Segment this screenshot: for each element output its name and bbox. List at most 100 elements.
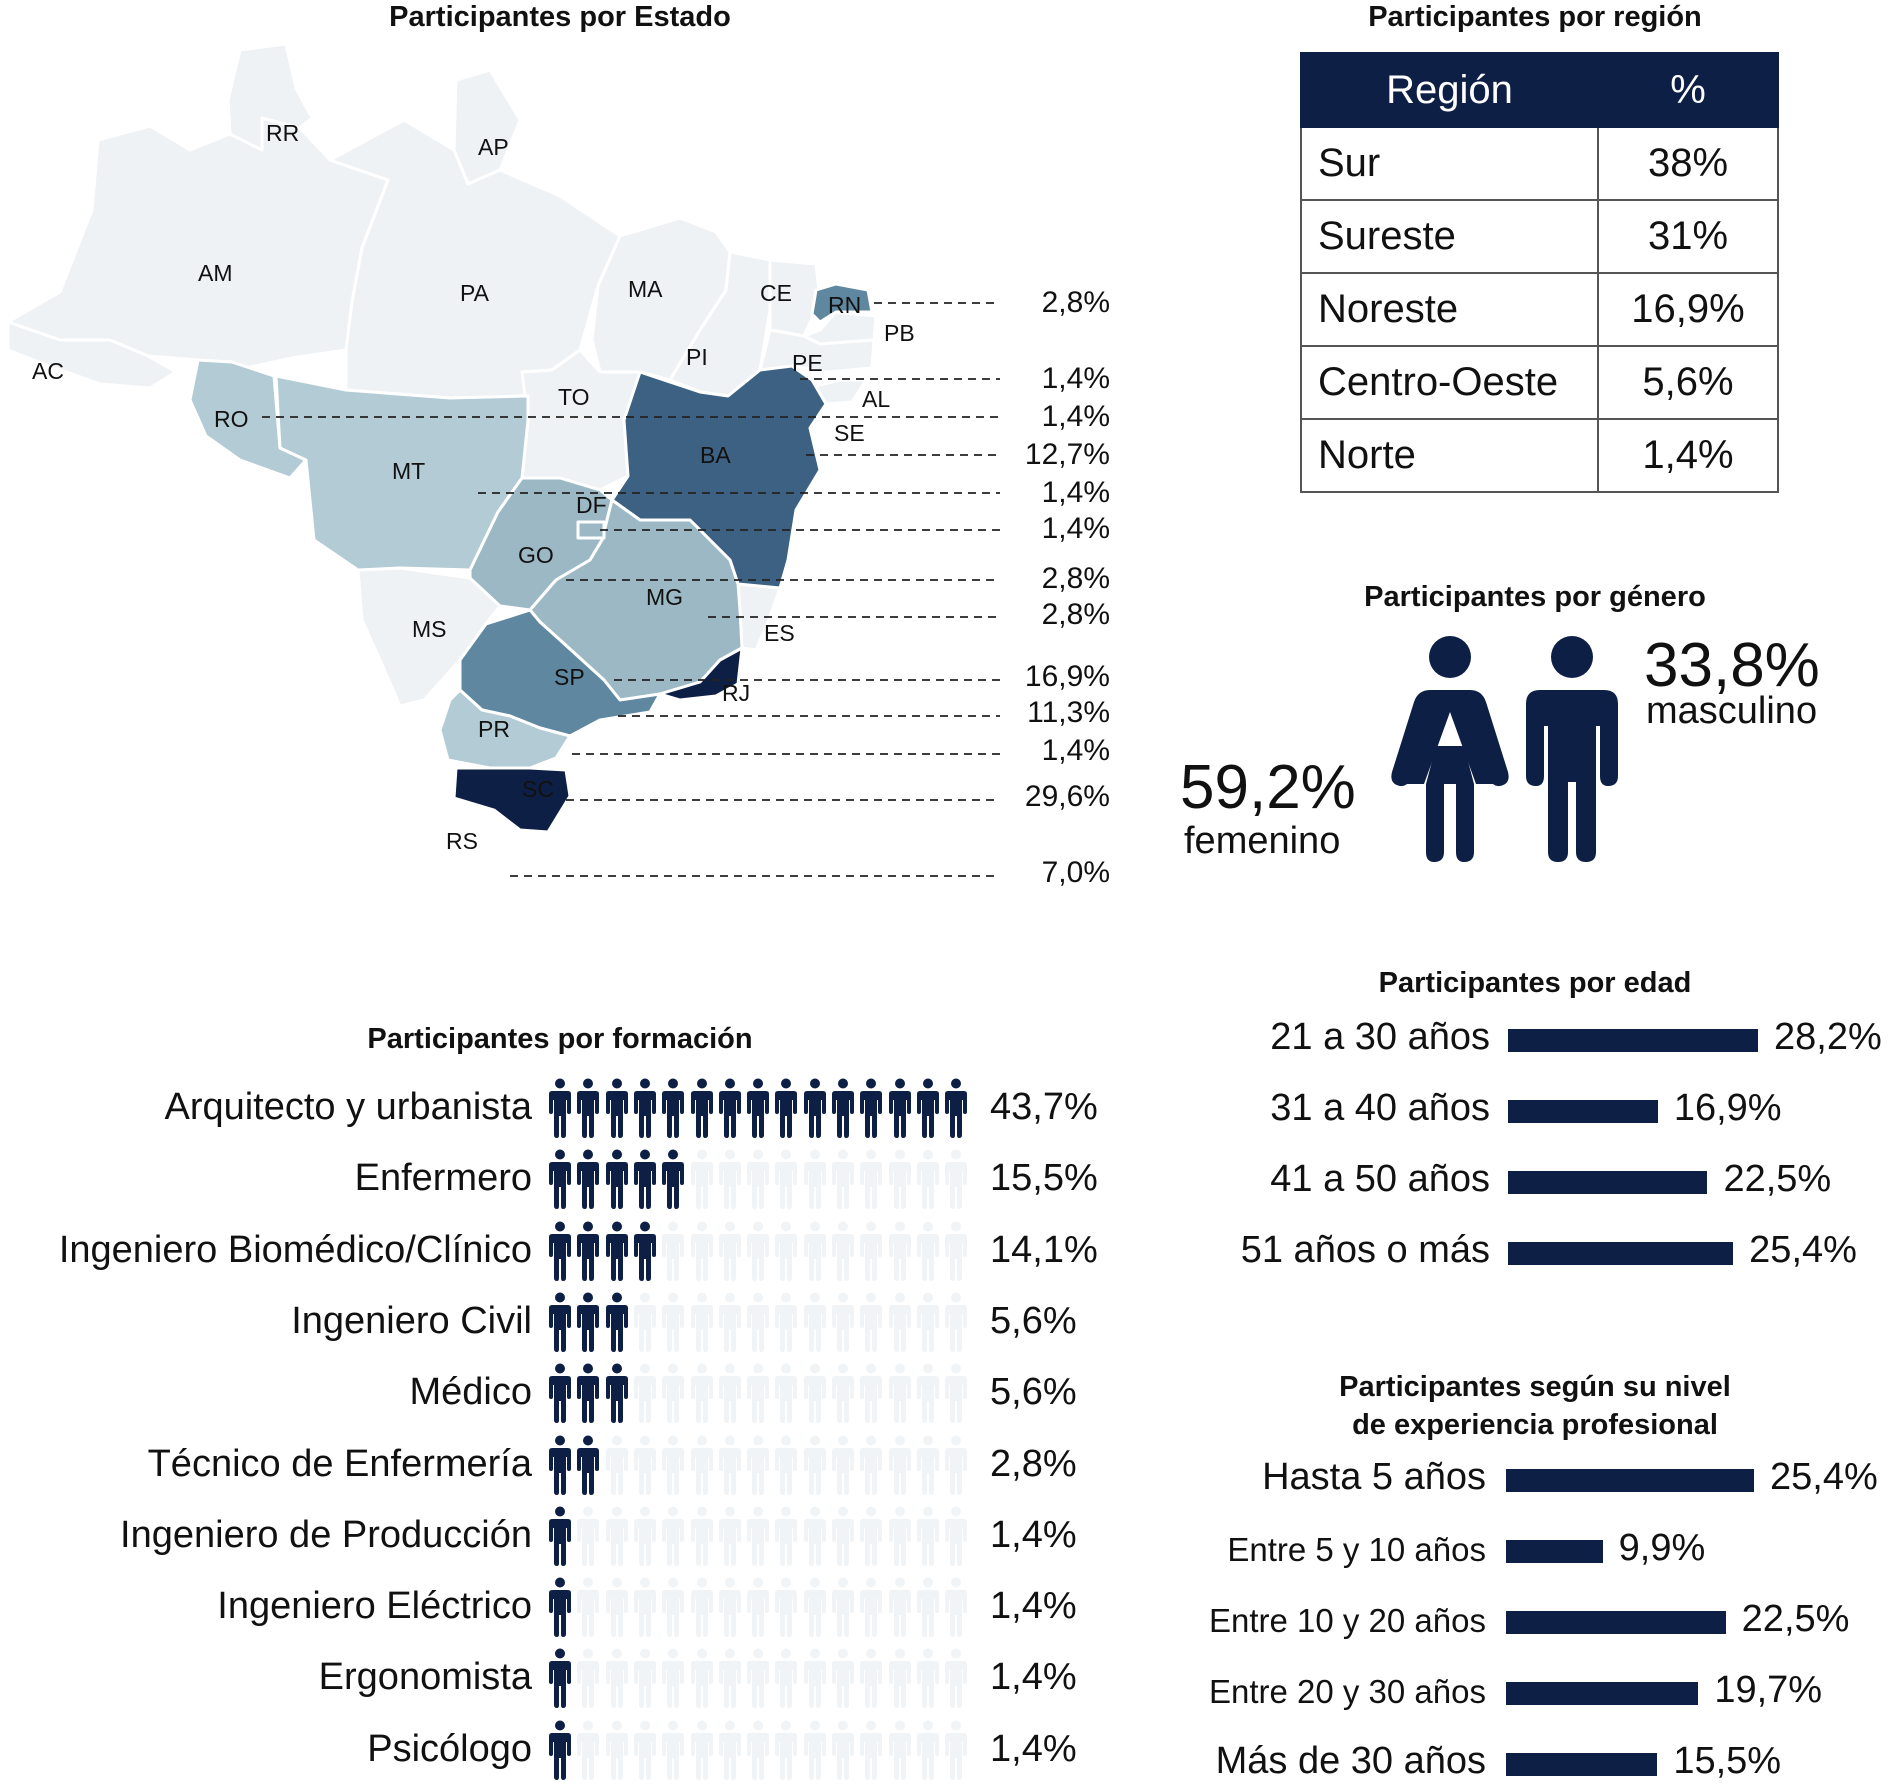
person-icon-filled (549, 1292, 571, 1357)
person-icon-empty (860, 1221, 883, 1286)
formation-label: Técnico de Enfermería (147, 1442, 532, 1485)
person-icon-empty (775, 1648, 798, 1713)
person-icon-filled (577, 1078, 600, 1143)
region-table: Región % Sur 38% Sureste 31% Noreste 16,… (1300, 52, 1779, 493)
person-icon-empty (832, 1506, 854, 1571)
state-label-MS: MS (412, 616, 447, 642)
person-icon-empty (916, 1648, 939, 1713)
callout-value: 11,3% (1027, 696, 1110, 729)
region-title: Participantes por región (1368, 1, 1702, 33)
person-icon-empty (775, 1221, 798, 1286)
person-icon-empty (860, 1292, 883, 1357)
person-icon-empty (945, 1149, 968, 1214)
person-icon-empty (888, 1221, 911, 1286)
person-icon-filled (916, 1078, 939, 1143)
person-icon-empty (690, 1720, 713, 1785)
formation-value: 1,4% (990, 1656, 1077, 1699)
formation-value: 43,7% (990, 1086, 1098, 1128)
bar-value-label: 22,5% (1723, 1158, 1832, 1200)
state-label-MG: MG (646, 584, 684, 610)
person-icon-empty (916, 1506, 939, 1571)
bar-category-label: Más de 30 años (1215, 1740, 1486, 1783)
bar-value-label: 22,5% (1741, 1598, 1850, 1640)
formation-value: 1,4% (990, 1585, 1077, 1628)
table-row: Sureste 31% (1300, 199, 1779, 274)
table-row: Noreste 16,9% (1300, 272, 1779, 347)
person-icon-empty (690, 1221, 713, 1286)
person-icon-empty (775, 1506, 798, 1571)
person-icon-filled (577, 1149, 600, 1214)
person-icon-empty (747, 1292, 770, 1357)
person-icon-empty (860, 1363, 883, 1428)
person-icon-empty (747, 1720, 770, 1785)
bar (1508, 1242, 1734, 1265)
state-label-PE: PE (792, 350, 823, 376)
formation-title: Participantes por formación (367, 1023, 753, 1055)
region-name: Sureste (1300, 199, 1599, 274)
callout-value: 1,4% (1041, 400, 1110, 433)
person-icon-filled (690, 1078, 713, 1143)
person-icon-filled (549, 1363, 571, 1428)
person-icon-empty (916, 1720, 939, 1785)
gender-title: Participantes por género (1364, 581, 1706, 613)
person-icon-empty (633, 1363, 656, 1428)
person-icon-empty (605, 1648, 628, 1713)
person-icon-empty (775, 1577, 798, 1642)
bar-category-label: Entre 20 y 30 años (1208, 1672, 1486, 1710)
person-icon-empty (832, 1363, 854, 1428)
person-icon-empty (945, 1363, 968, 1428)
person-icon-empty (803, 1577, 826, 1642)
person-icon-empty (662, 1292, 685, 1357)
person-icon-empty (803, 1221, 826, 1286)
person-icon-empty (662, 1435, 685, 1500)
experience-title-line: Participantes según su nivel (1339, 1371, 1731, 1403)
formation-label: Ingeniero Civil (291, 1299, 532, 1342)
state-RR (226, 42, 314, 152)
person-icon-filled (803, 1078, 826, 1143)
person-icon-filled (549, 1078, 571, 1143)
bar-value-label: 25,4% (1749, 1229, 1857, 1271)
person-icon-empty (690, 1648, 713, 1713)
person-icon-empty (832, 1648, 854, 1713)
region-table-header: Región % (1300, 52, 1779, 128)
person-icon-filled (549, 1221, 571, 1286)
person-icon-empty (945, 1577, 968, 1642)
person-icon-empty (803, 1363, 826, 1428)
formation-label: Enfermero (354, 1157, 532, 1200)
person-icon-empty (605, 1720, 628, 1785)
person-icon-empty (662, 1363, 685, 1428)
person-icon-empty (690, 1577, 713, 1642)
person-icon-empty (775, 1435, 798, 1500)
person-icon-empty (605, 1506, 628, 1571)
person-icon-empty (662, 1648, 685, 1713)
callout-value: 1,4% (1041, 362, 1110, 395)
bar (1506, 1611, 1726, 1634)
person-icon-filled (775, 1078, 798, 1143)
region-name: Norte (1300, 418, 1599, 493)
person-icon-empty (718, 1720, 741, 1785)
person-icon-filled (605, 1363, 628, 1428)
person-icon-empty (916, 1363, 939, 1428)
person-icon-filled (549, 1149, 571, 1214)
person-icon-filled (577, 1221, 600, 1286)
person-icon-empty (945, 1292, 968, 1357)
person-icon-empty (662, 1506, 685, 1571)
bar-value-label: 15,5% (1673, 1740, 1782, 1782)
state-label-PB: PB (884, 320, 915, 346)
person-icon-empty (888, 1720, 911, 1785)
state-label-RR: RR (266, 120, 300, 146)
person-icon-empty (888, 1648, 911, 1713)
formation-value: 2,8% (990, 1442, 1077, 1485)
bar (1508, 1100, 1658, 1123)
formation-label: Ingeniero Eléctrico (217, 1585, 532, 1628)
state-label-SC: SC (522, 776, 554, 802)
person-icon-empty (747, 1648, 770, 1713)
person-icon-empty (747, 1577, 770, 1642)
person-icon-empty (860, 1506, 883, 1571)
state-label-SE: SE (834, 420, 865, 446)
person-icon-filled (605, 1149, 628, 1214)
person-icon-empty (605, 1435, 628, 1500)
person-icon-empty (577, 1720, 600, 1785)
region-name: Sur (1300, 126, 1599, 201)
person-icon-filled (549, 1648, 571, 1713)
